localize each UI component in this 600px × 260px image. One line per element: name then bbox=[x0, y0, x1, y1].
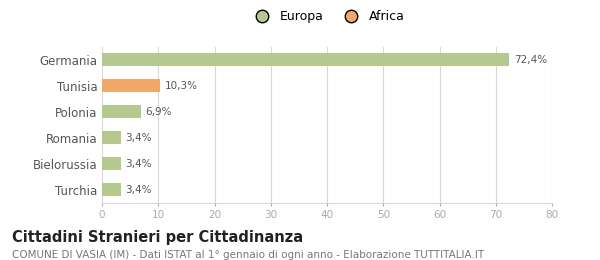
Text: 3,4%: 3,4% bbox=[125, 185, 152, 195]
Text: 6,9%: 6,9% bbox=[145, 107, 172, 117]
Text: 3,4%: 3,4% bbox=[125, 159, 152, 169]
Bar bbox=[102, 105, 141, 118]
Bar bbox=[102, 79, 160, 92]
Text: COMUNE DI VASIA (IM) - Dati ISTAT al 1° gennaio di ogni anno - Elaborazione TUTT: COMUNE DI VASIA (IM) - Dati ISTAT al 1° … bbox=[12, 250, 484, 259]
Text: 10,3%: 10,3% bbox=[164, 81, 197, 91]
Bar bbox=[102, 131, 121, 144]
Bar bbox=[102, 183, 121, 196]
Text: 3,4%: 3,4% bbox=[125, 133, 152, 143]
Text: Cittadini Stranieri per Cittadinanza: Cittadini Stranieri per Cittadinanza bbox=[12, 230, 303, 245]
Legend: Europa, Africa: Europa, Africa bbox=[245, 5, 409, 28]
Text: 72,4%: 72,4% bbox=[514, 55, 547, 65]
Bar bbox=[102, 157, 121, 170]
Bar bbox=[102, 53, 509, 66]
